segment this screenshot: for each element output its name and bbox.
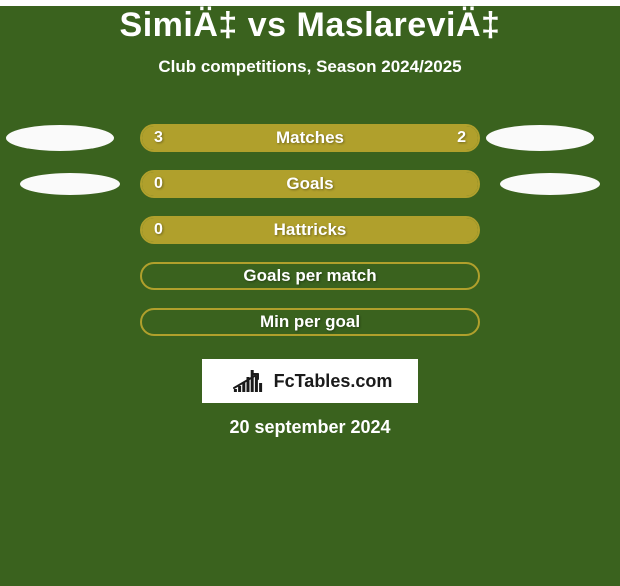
team-oval-left bbox=[6, 125, 114, 151]
page-title: SimiÄ‡ vs MaslareviÄ‡ bbox=[0, 6, 620, 45]
stat-row: Hattricks0 bbox=[0, 207, 620, 253]
content: SimiÄ‡ vs MaslareviÄ‡ Club competitions,… bbox=[0, 6, 620, 438]
stat-bar: Min per goal bbox=[140, 308, 480, 336]
stat-rows: Matches32 Goals0 Hattricks0 Goals per match… bbox=[0, 115, 620, 345]
stat-row: Goals0 bbox=[0, 161, 620, 207]
stat-bar: Goals per match bbox=[140, 262, 480, 290]
team-oval-right bbox=[500, 173, 600, 195]
stat-bar-fill bbox=[142, 126, 478, 150]
fctables-icon bbox=[228, 368, 268, 394]
stat-bar-fill bbox=[142, 218, 478, 242]
stat-row: Matches32 bbox=[0, 115, 620, 161]
page-subtitle: Club competitions, Season 2024/2025 bbox=[0, 57, 620, 77]
date-label: 20 september 2024 bbox=[0, 417, 620, 438]
stat-label: Goals per match bbox=[142, 264, 478, 288]
logo-text: FcTables.com bbox=[274, 371, 393, 392]
stat-bar-fill bbox=[142, 172, 478, 196]
logo-box: FcTables.com bbox=[202, 359, 418, 403]
stat-row: Goals per match bbox=[0, 253, 620, 299]
stat-bar: Matches32 bbox=[140, 124, 480, 152]
stat-label: Min per goal bbox=[142, 310, 478, 334]
stat-row: Min per goal bbox=[0, 299, 620, 345]
team-oval-right bbox=[486, 125, 594, 151]
stat-bar: Goals0 bbox=[140, 170, 480, 198]
team-oval-left bbox=[20, 173, 120, 195]
stat-bar: Hattricks0 bbox=[140, 216, 480, 244]
